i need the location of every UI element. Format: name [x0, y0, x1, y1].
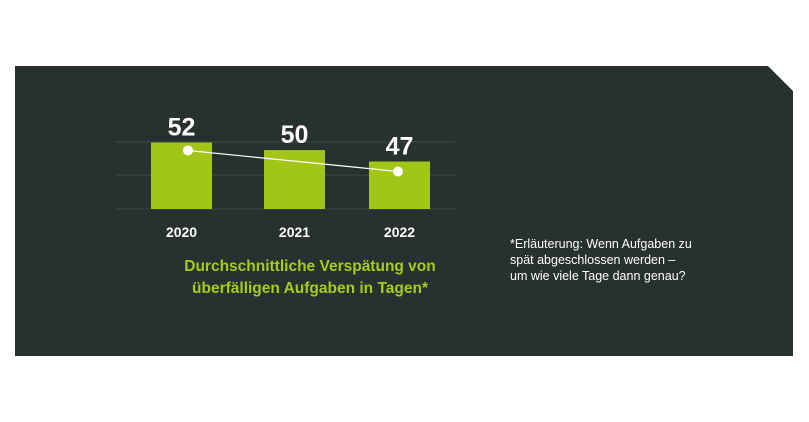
footnote-line-2: spät abgeschlossen werden –	[510, 253, 676, 267]
category-label: 2021	[279, 224, 310, 240]
bar-2020	[151, 142, 212, 209]
category-label: 2020	[166, 224, 197, 240]
footnote-line-3: um wie viele Tage dann genau?	[510, 269, 686, 283]
data-label: 47	[386, 133, 414, 161]
footnote: *Erläuterung: Wenn Aufgaben zu spät abge…	[510, 236, 740, 284]
chart-title: Durchschnittliche Verspätung von überfäl…	[145, 256, 475, 300]
trend-point-start	[183, 145, 193, 156]
category-label: 2022	[384, 224, 415, 240]
trend-line	[187, 149, 399, 173]
chart-title-line-1: Durchschnittliche Verspätung von	[184, 258, 436, 275]
data-label: 50	[281, 121, 309, 149]
data-label: 52	[168, 114, 196, 142]
bar-2021	[264, 150, 325, 209]
footnote-line-1: *Erläuterung: Wenn Aufgaben zu	[510, 237, 692, 251]
trend-point-end	[393, 166, 403, 177]
bar-chart: 52 2020 50 2021 47 2022	[115, 114, 455, 240]
chart-title-line-2: überfälligen Aufgaben in Tagen*	[192, 280, 428, 297]
chart-panel: 52 2020 50 2021 47 2022 Durchschnittliche Ver…	[15, 66, 793, 356]
